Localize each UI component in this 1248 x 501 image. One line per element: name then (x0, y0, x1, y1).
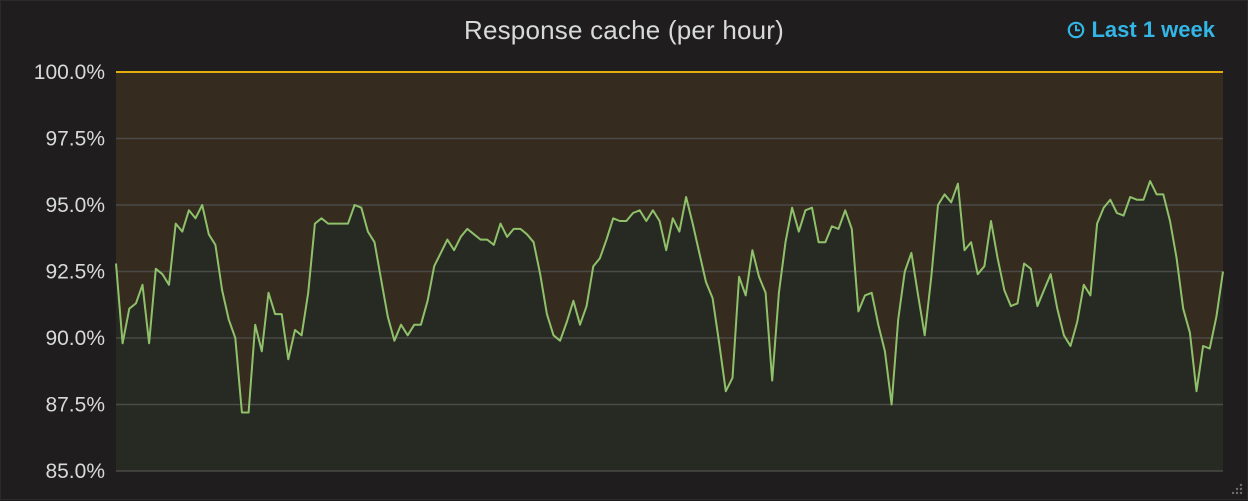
y-tick-label: 92.5% (45, 261, 105, 284)
y-tick-label: 97.5% (45, 128, 105, 151)
panel-title[interactable]: Response cache (per hour) (463, 15, 785, 45)
series-line (115, 180, 1224, 414)
time-range-link[interactable]: Last 1 week (1067, 17, 1215, 43)
clock-icon (1068, 21, 1085, 39)
y-tick-label: 90.0% (45, 327, 105, 350)
resize-handle-icon[interactable] (1229, 481, 1243, 495)
y-tick-label: 95.0% (45, 194, 105, 217)
y-tick-label: 85.0% (45, 460, 105, 483)
series-area (116, 181, 1223, 471)
time-range-label[interactable]: Last 1 week (1091, 17, 1215, 42)
y-tick-label: 100.0% (34, 61, 105, 84)
y-tick-label: 87.5% (45, 394, 105, 417)
